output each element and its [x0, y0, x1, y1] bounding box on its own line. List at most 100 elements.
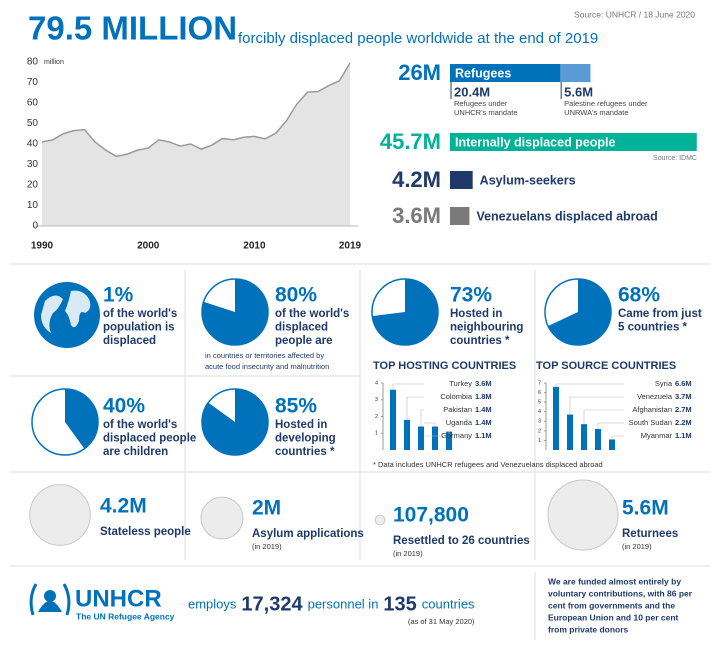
stat-text: of the world's [275, 308, 349, 320]
y-tick-label: 40 [27, 139, 39, 150]
y-tick-label: 3 [375, 397, 378, 403]
stat-text: neighbouring [450, 322, 523, 334]
funding-text: European Union and 10 per cent [548, 612, 679, 622]
bar [595, 428, 601, 450]
unhcr-logo [29, 583, 71, 616]
bubble-note: (in 2019) [393, 549, 423, 558]
leader-line [597, 422, 624, 429]
bar [609, 439, 615, 450]
leader-line [555, 383, 624, 387]
bar-category: Refugees [455, 66, 511, 80]
value-label: 1.4M [475, 418, 492, 427]
y-tick-label: 30 [27, 159, 39, 170]
funding-text: cent from governments and the [548, 600, 675, 610]
y-tick-label: 6 [538, 390, 541, 396]
stat-text: of the world's [103, 308, 177, 320]
bubble-value: 5.6M [622, 497, 669, 520]
sentence-text: countries [422, 596, 475, 611]
bubble-value: 2M [252, 497, 281, 520]
bar [446, 431, 452, 450]
value-label: 2.7M [675, 405, 692, 414]
y-tick-label: 10 [27, 200, 39, 211]
bubble [29, 484, 91, 546]
y-tick-label: 4 [538, 409, 541, 415]
sentence-number: 17,324 [241, 593, 303, 615]
leader-line [569, 396, 624, 415]
category-label: Turkey [449, 379, 472, 388]
stat-text: displaced [275, 322, 328, 334]
stat-text: population is [103, 322, 175, 334]
stat-value: 40% [103, 395, 145, 418]
stat-text: displaced people [103, 433, 196, 445]
pie-wedge [202, 279, 268, 346]
bubble-text: Stateless people [100, 526, 191, 538]
leader-line [424, 422, 436, 427]
y-tick-label: 70 [27, 77, 39, 88]
leader-line [424, 431, 450, 437]
bar [450, 133, 697, 151]
stat-text: displaced [103, 335, 156, 347]
bar [404, 419, 410, 450]
bar-segment [560, 64, 591, 82]
stat-text: developing [275, 433, 336, 445]
value-label: 1.8M [475, 392, 492, 401]
y-tick-label: 1 [538, 438, 541, 444]
bubble [547, 479, 619, 551]
y-tick-label: 2 [375, 414, 378, 420]
stat-value: 1% [103, 284, 134, 307]
x-tick-label: 2010 [243, 241, 266, 252]
segment-note: Refugees under [454, 99, 508, 108]
stat-text: people are [275, 335, 333, 347]
bar [450, 207, 470, 225]
stat-text: Hosted in [275, 419, 327, 431]
bar [567, 414, 573, 450]
logo-text: UNHCR [75, 585, 162, 612]
value-label: 1.1M [675, 431, 692, 440]
value-label: 6.6M [675, 379, 692, 388]
y-tick-label: 7 [538, 380, 541, 386]
bar-category: Venezuelans displaced abroad [476, 209, 657, 223]
note: Source: IDMC [653, 155, 697, 162]
footnote: * Data includes UNHCR refugees and Venez… [373, 460, 603, 469]
leader-line [392, 383, 424, 390]
headline: 79.5 MILLION [28, 10, 237, 47]
chart-title: TOP SOURCE COUNTRIES [536, 360, 676, 372]
funding-text: We are funded almost entirely by [548, 576, 681, 586]
leader-line [420, 409, 424, 427]
bubble-note: (in 2019) [622, 542, 652, 551]
y-tick-label: 0 [32, 221, 38, 232]
bubble-note: (in 2019) [252, 542, 282, 551]
sentence-text: personnel in [308, 596, 379, 611]
bubble [200, 496, 244, 540]
stat-value: 73% [450, 284, 492, 307]
leader-line [406, 396, 424, 420]
bubble-value: 4.2M [100, 495, 147, 518]
category-label: Uganda [446, 418, 473, 427]
x-tick-label: 2019 [339, 241, 362, 252]
sentence-text: employs [188, 596, 237, 611]
stat-text: 5 countries * [618, 322, 688, 334]
segment-note: UNRWA's mandate [564, 108, 628, 117]
y-tick-label: 80 [27, 57, 39, 68]
pie-wedge [65, 389, 99, 449]
bar [450, 171, 473, 189]
stat-text: are children [103, 446, 168, 458]
pie-wedge [372, 279, 439, 345]
leader-line [611, 435, 624, 440]
bubble-text: Asylum applications [252, 528, 364, 540]
pie-wedge [202, 389, 269, 455]
stat-value: 80% [275, 284, 317, 307]
bar [432, 426, 438, 450]
bar-value-label: 3.6M [392, 203, 441, 228]
y-unit: million [44, 59, 64, 66]
value-label: 1.4M [475, 405, 492, 414]
y-tick-label: 20 [27, 180, 39, 191]
funding-text: voluntary contributions, with 86 per [548, 588, 693, 598]
bar-category: Asylum-seekers [480, 173, 576, 187]
segment-value: 20.4M [454, 84, 490, 99]
funding-text: from private donors [548, 624, 629, 634]
category-label: Colombia [440, 392, 473, 401]
bar-value-label: 4.2M [392, 167, 441, 192]
value-label: 3.7M [675, 392, 692, 401]
pie-wedge [548, 279, 611, 345]
